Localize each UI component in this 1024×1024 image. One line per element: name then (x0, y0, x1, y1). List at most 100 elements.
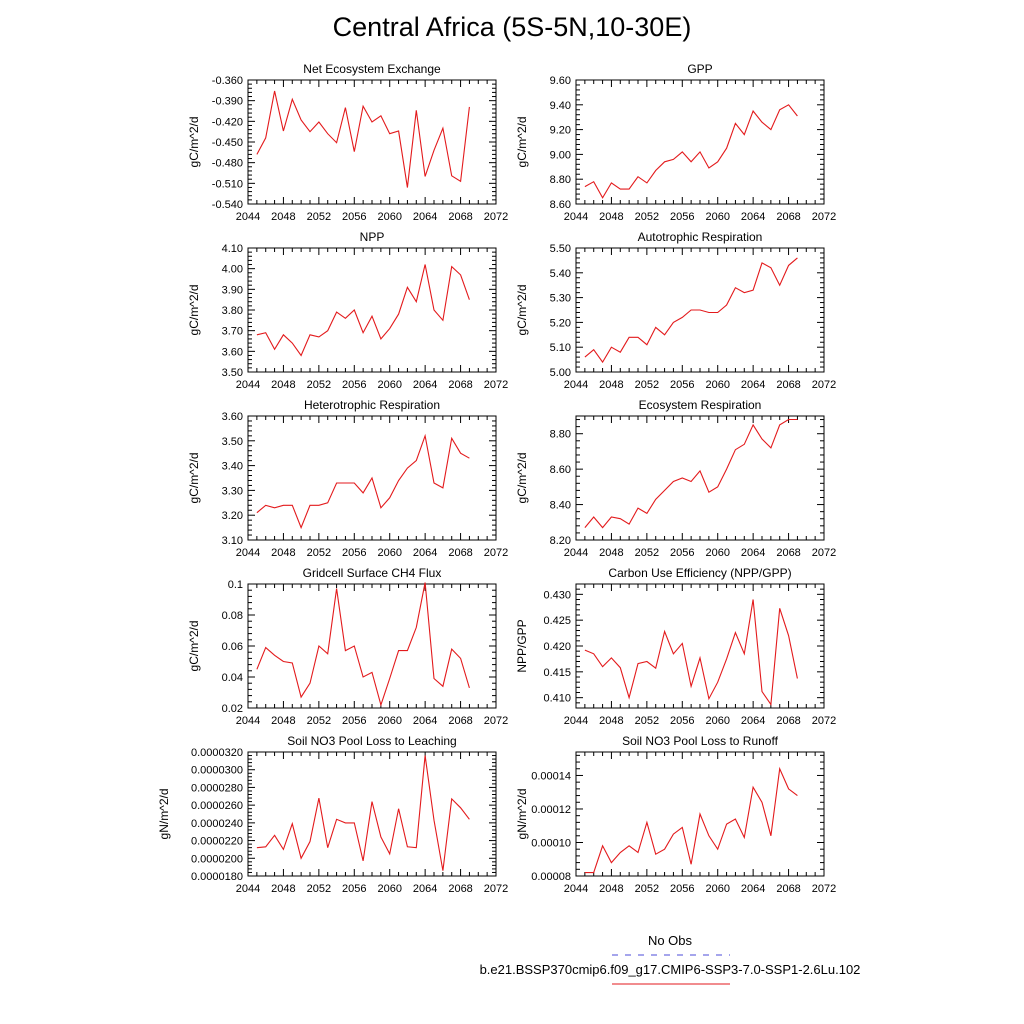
x-tick-label: 2064 (413, 211, 437, 223)
y-tick-label: 0.08 (222, 610, 243, 622)
x-tick-label: 2068 (448, 379, 472, 391)
x-tick-label: 2044 (564, 547, 588, 559)
x-tick-label: 2064 (741, 547, 765, 559)
panel-3: NPP 2044 2048 2052 2056 2060 2064 2068 2072 3.50 3… (187, 230, 508, 391)
y-tick-label: 4.10 (222, 243, 243, 255)
x-tick-label: 2060 (377, 547, 401, 559)
panel-title: NPP (360, 230, 385, 244)
x-tick-label: 2064 (413, 715, 437, 727)
y-tick-label: 0.425 (543, 615, 571, 627)
panel-4: Autotrophic Respiration 2044 2048 2052 2056 2… (515, 230, 836, 391)
panel-10: Soil NO3 Pool Loss to Runoff 2044 2048 2052… (515, 734, 836, 895)
x-tick-label: 2052 (635, 547, 659, 559)
panel-title: Heterotrophic Respiration (304, 398, 440, 412)
panel-title: Gridcell Surface CH4 Flux (303, 566, 442, 580)
panel-title: Net Ecosystem Exchange (303, 62, 441, 76)
y-axis-label: gC/m^2/d (515, 117, 529, 168)
x-tick-label: 2044 (564, 379, 588, 391)
x-tick-label: 2060 (377, 883, 401, 895)
x-tick-label: 2048 (599, 211, 623, 223)
y-tick-label: 0.00008 (531, 871, 571, 883)
x-tick-label: 2056 (342, 211, 366, 223)
x-tick-label: 2056 (342, 379, 366, 391)
y-axis-label: NPP/GPP (515, 619, 529, 672)
x-tick-label: 2052 (307, 379, 331, 391)
y-tick-label: 3.70 (222, 326, 243, 338)
y-tick-label: 3.10 (222, 535, 243, 547)
y-tick-label: 3.90 (222, 284, 243, 296)
x-tick-label: 2056 (670, 883, 694, 895)
x-tick-label: 2044 (236, 715, 260, 727)
x-tick-label: 2060 (705, 547, 729, 559)
x-tick-label: 2068 (776, 715, 800, 727)
x-tick-label: 2068 (448, 883, 472, 895)
y-tick-label: 3.60 (222, 411, 243, 423)
y-axis-label: gN/m^2/d (515, 789, 529, 840)
x-tick-label: 2044 (564, 715, 588, 727)
y-tick-label: 0.02 (222, 703, 243, 715)
y-tick-label: 3.30 (222, 485, 243, 497)
x-tick-label: 2060 (377, 211, 401, 223)
panel-8: Carbon Use Efficiency (NPP/GPP) 2044 2048 2… (515, 566, 836, 727)
y-axis-label: gC/m^2/d (515, 285, 529, 336)
x-tick-label: 2068 (448, 715, 472, 727)
x-tick-label: 2072 (812, 547, 836, 559)
x-tick-label: 2056 (342, 547, 366, 559)
y-tick-label: 0.410 (543, 693, 571, 705)
y-tick-label: 5.00 (550, 367, 571, 379)
y-tick-label: -0.360 (212, 75, 243, 87)
x-tick-label: 2048 (271, 379, 295, 391)
x-tick-label: 2068 (448, 547, 472, 559)
x-tick-label: 2072 (484, 211, 508, 223)
x-tick-label: 2064 (413, 547, 437, 559)
x-tick-label: 2044 (236, 883, 260, 895)
x-tick-label: 2060 (377, 715, 401, 727)
plot-frame (575, 415, 825, 541)
x-tick-label: 2072 (484, 547, 508, 559)
y-tick-label: 3.20 (222, 510, 243, 522)
plot-frame (247, 247, 497, 373)
series-line (256, 582, 470, 707)
y-tick-label: 8.60 (550, 199, 571, 211)
y-tick-label: -0.450 (212, 137, 243, 149)
x-tick-label: 2044 (236, 211, 260, 223)
plot-frame (575, 583, 825, 709)
y-tick-label: 0.0000220 (191, 836, 243, 848)
x-tick-label: 2056 (670, 211, 694, 223)
y-tick-label: -0.420 (212, 116, 243, 128)
y-tick-label: 8.40 (550, 500, 571, 512)
x-tick-label: 2048 (271, 715, 295, 727)
x-tick-label: 2052 (635, 211, 659, 223)
y-tick-label: 8.80 (550, 174, 571, 186)
y-tick-label: 0.0000260 (191, 800, 243, 812)
series-line (256, 433, 470, 530)
legend-item-no-obs: No Obs (600, 933, 740, 948)
x-tick-label: 2072 (484, 883, 508, 895)
x-tick-label: 2044 (236, 379, 260, 391)
panel-9: Soil NO3 Pool Loss to Leaching 2044 2048 20… (157, 734, 508, 895)
x-tick-label: 2048 (271, 211, 295, 223)
y-tick-label: 0.00012 (531, 804, 571, 816)
x-tick-label: 2044 (236, 547, 260, 559)
y-tick-label: 0.0000280 (191, 782, 243, 794)
y-tick-label: -0.390 (212, 96, 243, 108)
panel-5: Heterotrophic Respiration 2044 2048 2052 205… (187, 398, 508, 559)
x-tick-label: 2044 (564, 883, 588, 895)
series-line (584, 104, 798, 199)
y-tick-label: 3.60 (222, 346, 243, 358)
y-tick-label: 3.50 (222, 367, 243, 379)
x-tick-label: 2072 (812, 883, 836, 895)
y-tick-label: 0.430 (543, 589, 571, 601)
x-tick-label: 2056 (342, 715, 366, 727)
x-tick-label: 2056 (342, 883, 366, 895)
panel-title: Soil NO3 Pool Loss to Runoff (622, 734, 779, 748)
x-tick-label: 2052 (635, 883, 659, 895)
x-tick-label: 2068 (776, 547, 800, 559)
y-axis-label: gC/m^2/d (187, 453, 201, 504)
panel-title: Autotrophic Respiration (638, 230, 763, 244)
x-tick-label: 2072 (484, 379, 508, 391)
series-line (256, 264, 470, 357)
y-tick-label: 0.00014 (531, 770, 571, 782)
y-axis-label: gC/m^2/d (187, 621, 201, 672)
x-tick-label: 2064 (741, 715, 765, 727)
